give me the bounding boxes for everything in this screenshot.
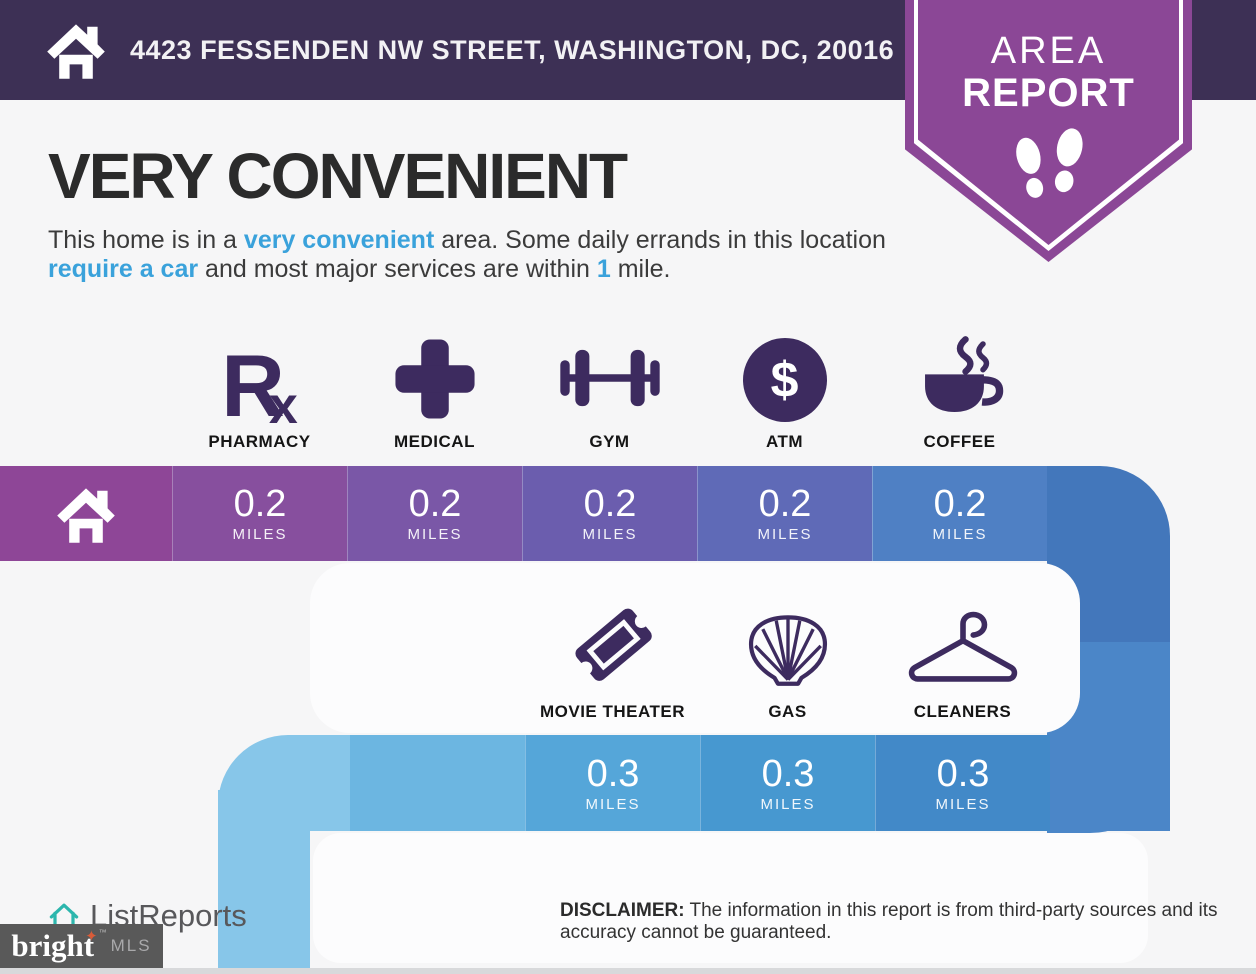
distance-unit: MILES: [932, 526, 988, 543]
path-band2-right: [1050, 735, 1170, 831]
bright-wordmark: bright: [11, 928, 95, 963]
desc-part4: mile.: [610, 255, 671, 283]
home-icon: [47, 24, 105, 79]
footprints-icon: [1015, 128, 1083, 198]
bright-mls-logo: bright ✦ ™ MLS: [0, 924, 163, 968]
rx-r-glyph: R: [221, 336, 285, 435]
desc-highlight-require-car: require a car: [48, 255, 199, 283]
distance-value: 0.3: [761, 752, 815, 795]
distance-cell-cleaners: 0.3 MILES: [875, 735, 1050, 831]
distance-unit: MILES: [407, 526, 463, 543]
category-medical: MEDICAL: [347, 330, 522, 452]
distance-cell-atm: 0.2 MILES: [697, 466, 872, 561]
category-label: PHARMACY: [208, 432, 311, 451]
distance-value: 0.2: [233, 483, 287, 525]
area-report-badge: AREA REPORT: [905, 0, 1192, 262]
distance-unit: MILES: [757, 526, 813, 543]
distance-cell-movie-theater: 0.3 MILES: [525, 735, 700, 831]
disclaimer-text: DISCLAIMER: The information in this repo…: [560, 900, 1232, 944]
distance-cell-pharmacy: 0.2 MILES: [172, 466, 347, 561]
category-gym: GYM: [522, 330, 697, 452]
gas-icon: [746, 600, 830, 692]
property-address: 4423 FESSENDEN NW STREET, WASHINGTON, DC…: [130, 34, 895, 65]
distance-value: 0.3: [586, 752, 640, 795]
disclaimer-card: [313, 833, 1148, 963]
distance-cell-coffee: 0.2 MILES: [872, 466, 1047, 561]
category-label: CLEANERS: [913, 702, 1012, 721]
distance-unit: MILES: [232, 526, 288, 543]
atm-icon: $: [742, 330, 827, 422]
path-down-column: [218, 790, 310, 968]
page-title: VERY CONVENIENT: [48, 140, 628, 212]
category-label: COFFEE: [923, 432, 996, 451]
distance-cell-gas: 0.3 MILES: [700, 735, 875, 831]
distance-cell-gym: 0.2 MILES: [522, 466, 697, 561]
desc-highlight-one: 1: [596, 255, 611, 283]
distance-unit: MILES: [582, 526, 638, 543]
desc-highlight-very-convenient: very convenient: [243, 226, 435, 254]
path-band2-filler: [350, 735, 525, 831]
category-label: GYM: [589, 432, 630, 451]
gym-icon: [558, 330, 662, 422]
mls-wordmark: MLS: [110, 936, 152, 955]
distance-value: 0.2: [758, 483, 812, 525]
category-gas: GAS: [700, 600, 875, 722]
bottom-border: [0, 968, 1256, 974]
badge-title-report: REPORT: [962, 71, 1135, 115]
coffee-icon: [914, 330, 1006, 422]
disclaimer-label: DISCLAIMER:: [560, 900, 685, 921]
desc-part2: area. Some daily errands in this locatio…: [434, 226, 886, 254]
medical-icon: [392, 330, 478, 422]
bright-star-icon: ✦: [85, 928, 98, 945]
category-label: ATM: [765, 432, 804, 451]
distance-unit: MILES: [585, 795, 641, 813]
badge-content: AREA REPORT: [905, 0, 1192, 219]
desc-part1: This home is in a: [48, 226, 244, 254]
distance-value: 0.2: [408, 483, 462, 525]
category-cleaners: CLEANERS: [875, 600, 1050, 722]
description-text: This home is in a very convenient area. …: [48, 226, 898, 284]
category-movie-theater: MOVIE THEATER: [525, 600, 700, 722]
category-atm: $ ATM: [697, 330, 872, 452]
cleaners-icon: [907, 600, 1019, 692]
path-home-segment: [0, 466, 172, 561]
movie-theater-icon: [565, 600, 661, 692]
distance-value: 0.2: [583, 483, 637, 525]
trademark-symbol: ™: [98, 927, 107, 937]
badge-title-area: AREA: [990, 30, 1107, 72]
distance-value: 0.2: [933, 483, 987, 525]
distance-cell-medical: 0.2 MILES: [347, 466, 522, 561]
category-label: GAS: [768, 702, 807, 721]
distance-unit: MILES: [760, 795, 816, 813]
desc-part3: and most major services are within: [198, 255, 597, 283]
home-icon: [57, 487, 115, 543]
category-label: MOVIE THEATER: [539, 702, 686, 721]
rx-x-glyph: x: [268, 377, 298, 435]
category-coffee: COFFEE: [872, 330, 1047, 452]
dollar-glyph: $: [770, 352, 799, 408]
disclaimer-body: The information in this report is from t…: [560, 900, 1218, 943]
distance-value: 0.3: [936, 752, 990, 795]
distance-unit: MILES: [935, 795, 991, 813]
category-label: MEDICAL: [394, 432, 475, 451]
